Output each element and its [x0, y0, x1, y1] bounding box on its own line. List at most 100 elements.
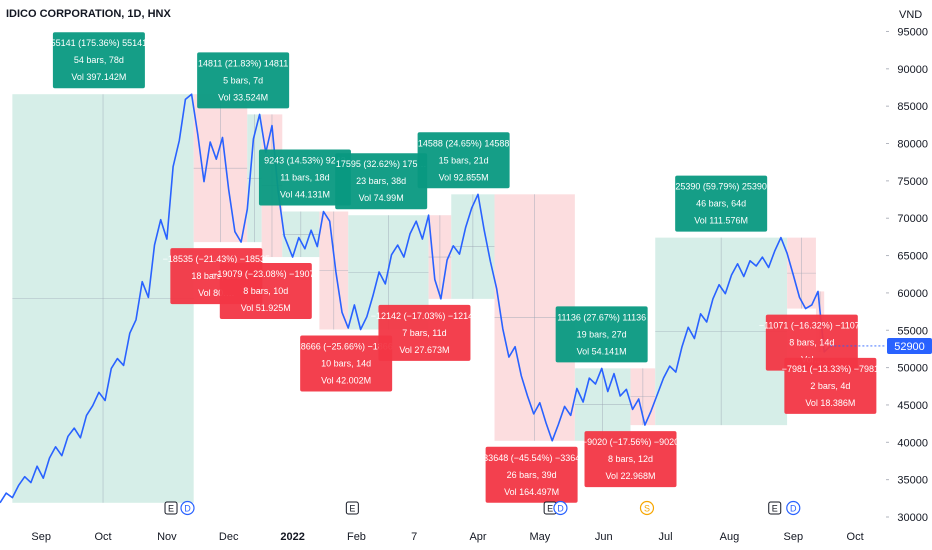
y-tick-label: 95000: [897, 26, 928, 38]
measure-box-bg: [485, 446, 578, 503]
measure-box-line: 8 bars, 12d: [608, 454, 653, 464]
measure-box-3: −19079 (−23.08%) −19079 8 bars, 10d Vol 51…: [212, 263, 319, 320]
measure-box-bg: [675, 175, 768, 232]
y-tick-label: 30000: [897, 512, 928, 524]
measure-box-line: Vol 74.99M: [359, 193, 404, 203]
measure-box-bg: [765, 314, 858, 371]
x-tick-label: Sep: [783, 531, 803, 543]
currency-label: VND: [899, 9, 923, 21]
x-tick-label: Aug: [720, 531, 740, 543]
y-tick-label: 40000: [897, 437, 928, 449]
measure-box-line: Vol 27.673M: [399, 345, 449, 355]
event-marker-earnings: E: [768, 501, 782, 515]
measure-box-line: Vol 164.497M: [504, 487, 559, 497]
x-tick-label: Feb: [347, 531, 366, 543]
event-label: D: [557, 504, 564, 514]
dividend-icon: [553, 500, 568, 516]
measure-box-14: −7981 (−13.33%) −7981 2 bars, 4d Vol 18.38…: [782, 357, 879, 414]
y-axis: 30000 35000 40000 45000 50000 55000 60000 65000…: [886, 26, 928, 524]
event-label: E: [772, 504, 778, 514]
measure-box-line: 8 bars, 14d: [789, 338, 834, 348]
measure-box-bg: [417, 132, 510, 189]
y-tick-label: 65000: [897, 251, 928, 263]
x-tick-label: May: [529, 531, 550, 543]
x-tick-label: Jun: [595, 531, 613, 543]
event-marker-earnings: E: [345, 501, 359, 515]
y-tick-label: 85000: [897, 101, 928, 113]
measure-box-line: 17595 (32.62%) 175…: [336, 159, 427, 169]
measure-box-11: −9020 (−17.56%) −9020 8 bars, 12d Vol 22.9…: [582, 431, 679, 488]
event-label: E: [349, 504, 355, 514]
dividend-icon: [180, 500, 195, 516]
measure-box-line: Vol 33.524M: [218, 92, 268, 102]
chart-title: IDICO CORPORATION, 1D, HNX: [6, 8, 171, 20]
event-label: E: [547, 504, 553, 514]
x-tick-label: 7: [411, 531, 417, 543]
measure-box-line: Vol 18.386M: [805, 398, 855, 408]
measure-box-line: −19079 (−23.08%) −19079: [212, 269, 319, 279]
measure-box-line: −33648 (−45.54%) −33648: [478, 453, 585, 463]
event-marker-dividend: D: [553, 500, 568, 516]
measure-box-line: −12142 (−17.03%) −12142: [371, 311, 478, 321]
measure-box-12: 25390 (59.79%) 25390 46 bars, 64d Vol 111.…: [675, 175, 768, 232]
measure-box-line: 18 bars, 26d: [191, 271, 241, 281]
measure-box-9: −33648 (−45.54%) −33648 26 bars, 39d Vol 1…: [478, 446, 585, 503]
dividend-icon: [786, 500, 801, 516]
measure-box-bg: [784, 357, 877, 414]
measure-box-4: 9243 (14.53%) 9243 11 bars, 18d Vol 44.131…: [258, 149, 351, 206]
event-marker-dividend: D: [786, 500, 801, 516]
measure-box-line: −11071 (−16.32%) −11071: [759, 321, 865, 331]
measure-box-line: 46 bars, 64d: [696, 199, 746, 209]
event-label: S: [644, 504, 650, 514]
measure-box-line: −9020 (−17.56%) −9020: [582, 437, 679, 447]
measure-box-bg: [258, 149, 351, 206]
measure-box-bg: [52, 32, 145, 89]
measure-box-bg: [378, 304, 471, 361]
measure-box-line: 15 bars, 21d: [439, 155, 489, 165]
measure-box-line: Vol 42.002M: [321, 376, 371, 386]
x-tick-label: Apr: [469, 531, 486, 543]
measure-box-8: 14588 (24.65%) 14588 15 bars, 21d Vol 92.8…: [417, 132, 510, 189]
price-line: [0, 93, 831, 504]
measure-box-line: 2 bars, 4d: [810, 381, 850, 391]
x-tick-label: Nov: [157, 531, 177, 543]
measure-box-line: 25390 (59.79%) 25390: [675, 182, 767, 192]
measure-box-line: 11 bars, 18d: [280, 172, 329, 182]
measure-box-2: 14811 (21.83%) 14811 5 bars, 7d Vol 33.524…: [197, 52, 290, 109]
y-tick-label: 50000: [897, 363, 928, 375]
x-tick-label: 2022: [280, 531, 304, 543]
measure-box-line: Vol 54.141M: [577, 346, 627, 356]
measure-box-bg: [300, 335, 393, 392]
measure-box-line: 26 bars, 39d: [507, 470, 557, 480]
x-axis: Sep Oct Nov Dec 2022 Feb 7 Apr May Jun Jul Aug Sep Oc…: [31, 531, 863, 543]
measure-box-line: −18535 (−21.43%) −18535: [163, 254, 270, 264]
event-marker-dividend: D: [180, 500, 195, 516]
last-price-tag: [887, 337, 932, 354]
measure-box-line: 10 bars, 14d: [321, 359, 371, 369]
measure-box-line: Vol 22.968M: [605, 471, 655, 481]
y-tick-label: 35000: [897, 475, 928, 487]
split-icon: [639, 500, 655, 516]
measure-box-7: −12142 (−17.03%) −12142 7 bars, 11d Vol 27…: [371, 304, 478, 361]
measure-box-line: 19 bars, 27d: [577, 329, 627, 339]
price-line-layer: [0, 93, 831, 504]
y-tick-label: 70000: [897, 213, 928, 225]
measure-box-5: −18666 (−25.66%) −1866… 10 bars, 14d Vol 4…: [290, 335, 402, 392]
x-tick-label: Oct: [94, 531, 111, 543]
measure-box-bg: [335, 153, 428, 210]
event-marker-split: S: [639, 500, 655, 516]
measure-box-0: 55141 (175.36%) 55141 54 bars, 78d Vol 397…: [51, 32, 147, 89]
measure-box-line: 14811 (21.83%) 14811: [198, 58, 288, 68]
last-price-value: 52900: [894, 341, 925, 353]
event-marker-earnings: E: [164, 501, 178, 515]
x-tick-label: Oct: [847, 531, 864, 543]
measure-box-line: 5 bars, 7d: [223, 75, 263, 85]
measure-box-line: −18666 (−25.66%) −1866…: [290, 342, 401, 352]
measure-box-line: Vol 397.142M: [71, 72, 126, 82]
measure-box-line: −7981 (−13.33%) −7981: [782, 364, 879, 374]
measure-box-line: Vol 80.…: [198, 288, 235, 298]
earnings-icon: [345, 501, 359, 515]
measure-box-line: 9243 (14.53%) 9243: [264, 155, 346, 165]
